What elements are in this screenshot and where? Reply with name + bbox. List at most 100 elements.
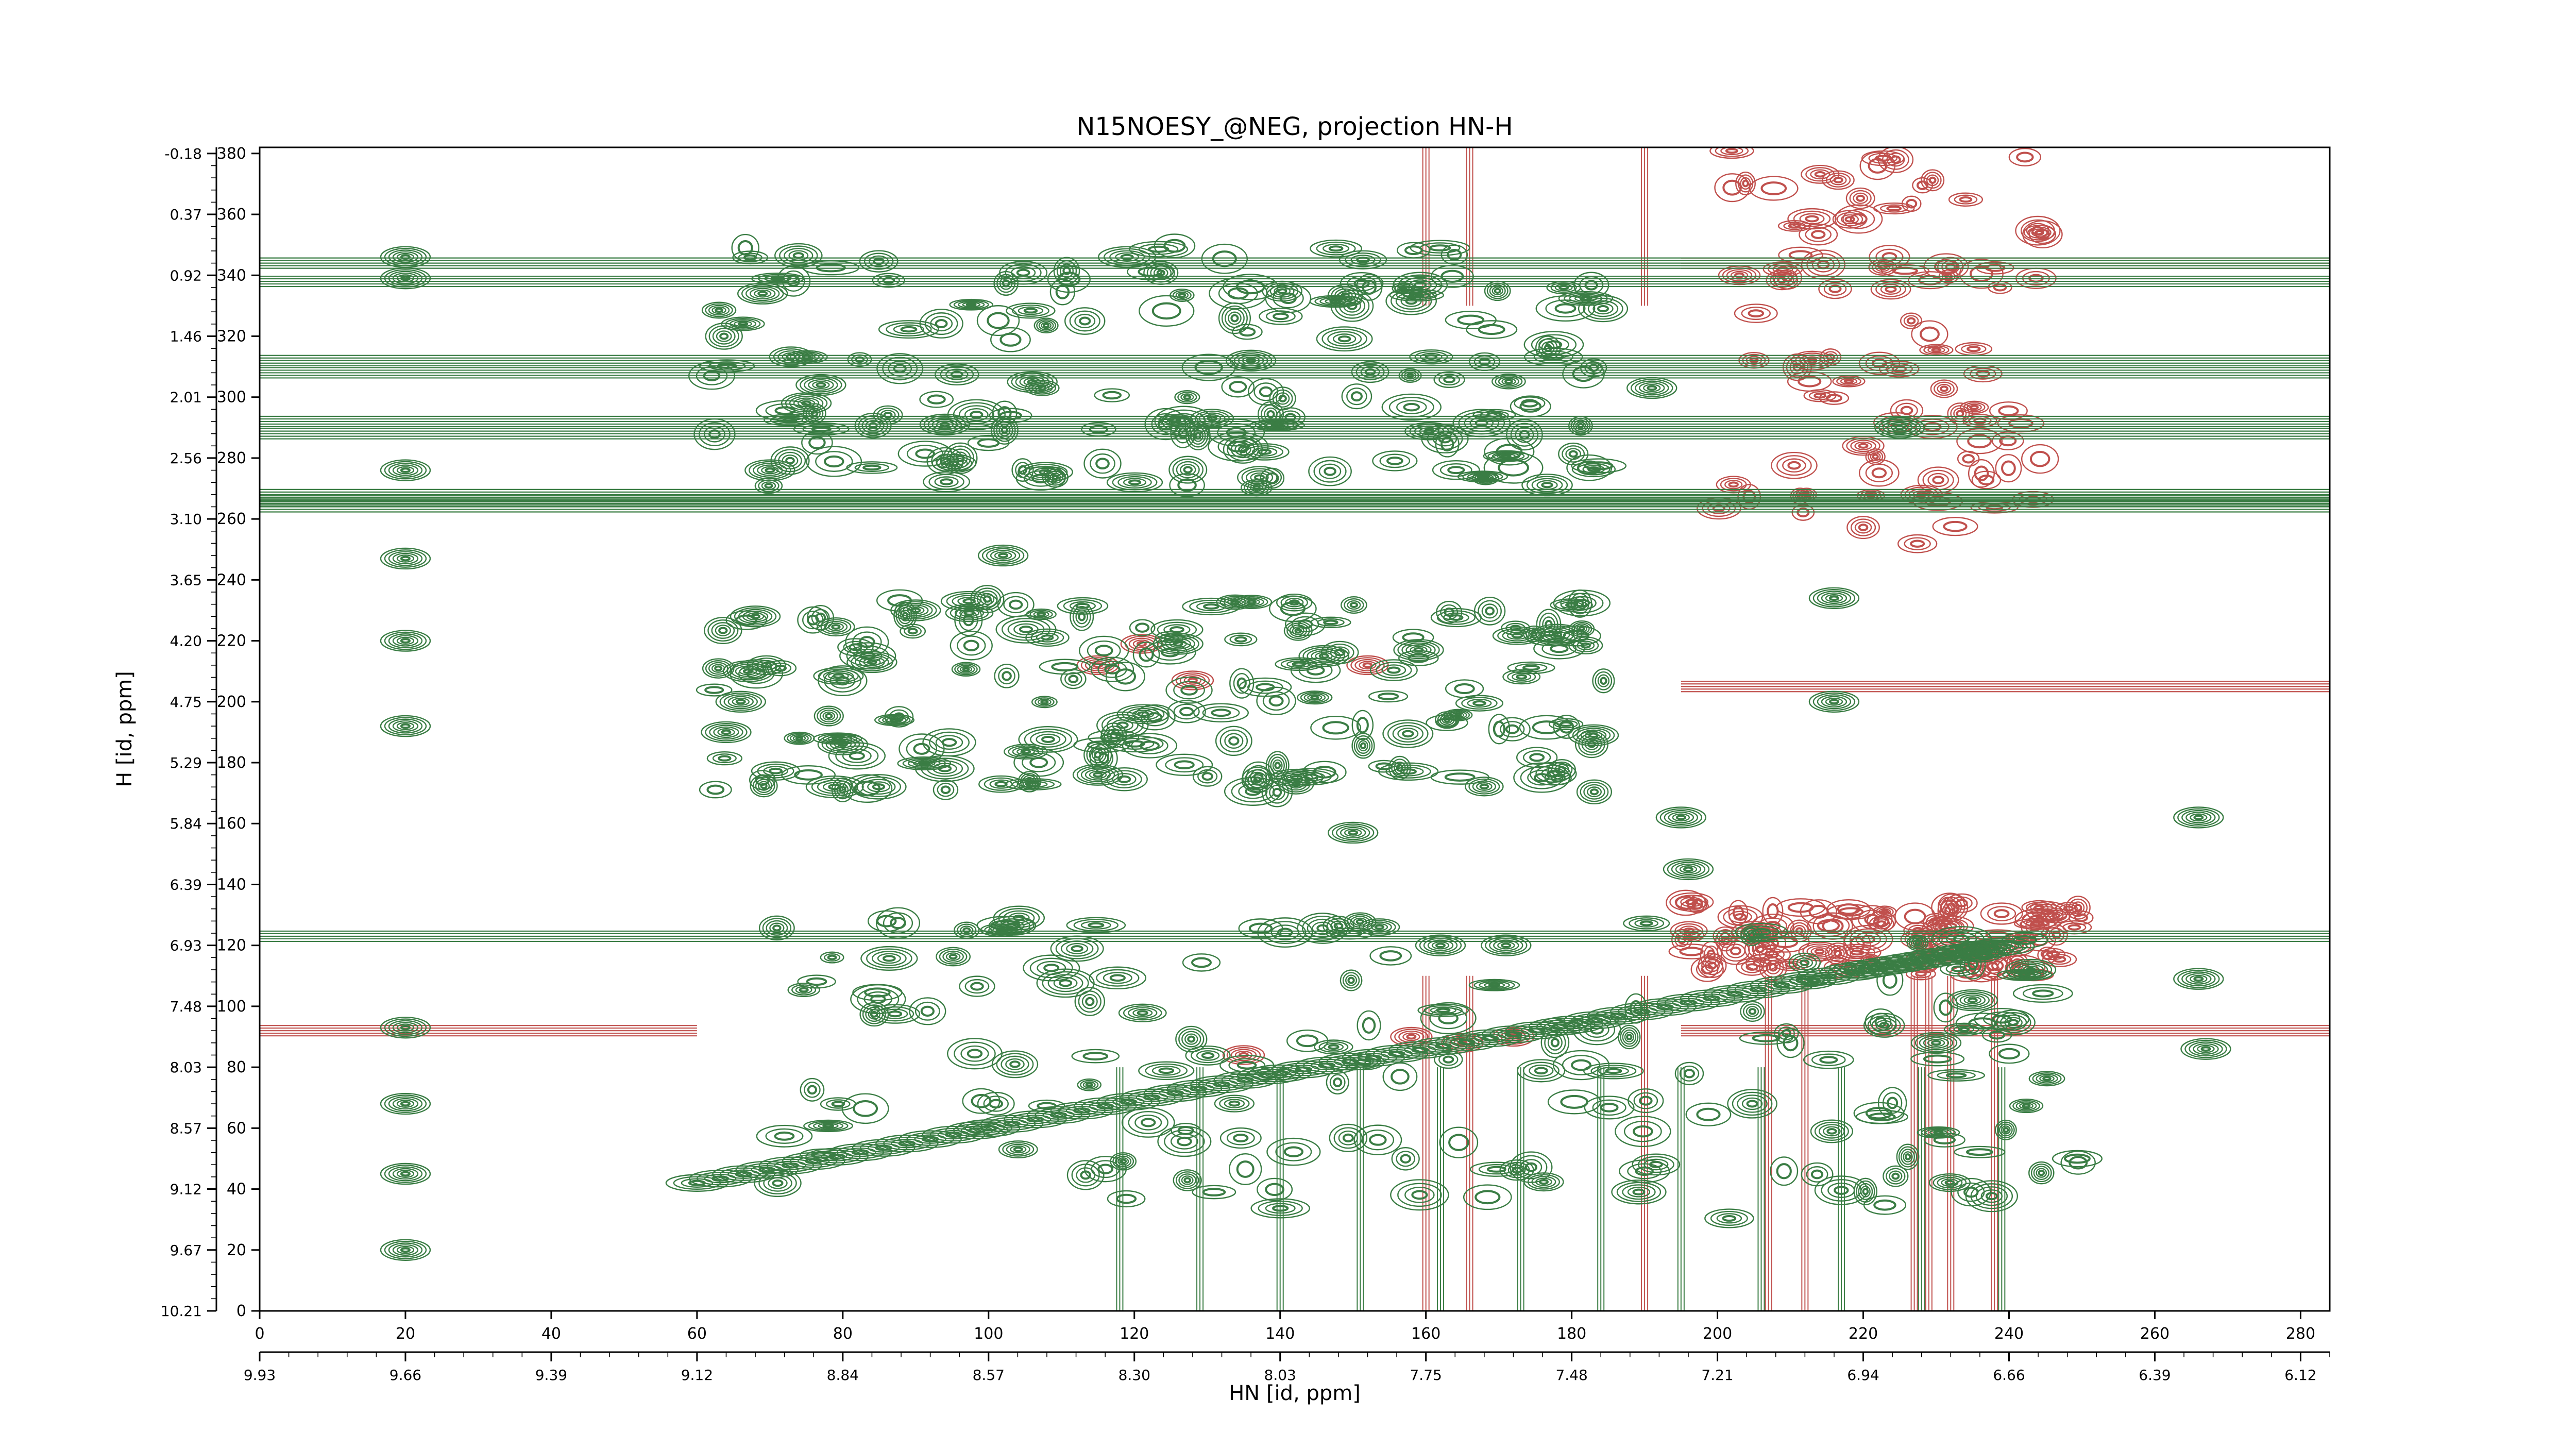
y-index-tick-label: 160	[217, 815, 246, 833]
positive-peak	[884, 706, 914, 728]
positive-peak	[806, 446, 862, 477]
positive-peak	[1393, 272, 1448, 298]
positive-peak	[959, 975, 995, 997]
x-ppm-tick-label: 6.12	[2284, 1367, 2316, 1384]
positive-peak	[2005, 958, 2057, 981]
positive-peak	[1089, 966, 1147, 989]
positive-peak	[701, 301, 737, 319]
positive-peak	[1566, 454, 1613, 481]
positive-peak	[1989, 1043, 2030, 1064]
positive-peak	[1005, 778, 1062, 790]
positive-peak	[990, 327, 1031, 352]
positive-peak	[1165, 677, 1213, 704]
positive-peak	[846, 461, 898, 474]
positive-peak	[1483, 451, 1544, 484]
positive-peak	[935, 363, 979, 385]
negative-peak	[1834, 204, 1883, 234]
y-index-tick-label: 340	[217, 266, 246, 284]
positive-peak	[873, 405, 903, 425]
negative-peak	[1957, 450, 1980, 467]
positive-peak	[1329, 1123, 1368, 1152]
positive-peak	[1398, 368, 1422, 383]
positive-peak	[1435, 431, 1460, 458]
positive-peak	[1863, 1195, 1907, 1215]
positive-peak	[859, 250, 899, 273]
positive-peak	[875, 907, 921, 939]
y-ppm-tick-label: 5.29	[170, 754, 202, 771]
positive-peak	[2028, 1071, 2065, 1087]
positive-peak	[1568, 724, 1619, 747]
positive-peak	[1083, 448, 1122, 479]
positive-peak	[1578, 295, 1629, 323]
positive-peak	[947, 1038, 1003, 1070]
x-ppm-tick-label: 7.48	[1555, 1367, 1587, 1384]
positive-peak	[1072, 764, 1124, 786]
y-ppm-tick-label: 0.37	[170, 206, 202, 223]
positive-peak	[1535, 335, 1561, 361]
x-ppm-tick-label: 9.93	[244, 1367, 276, 1384]
positive-peak	[1341, 383, 1372, 410]
negative-peak	[1912, 177, 1934, 194]
positive-peak	[1181, 353, 1236, 381]
positive-peak	[1382, 719, 1434, 748]
positive-peak	[876, 353, 924, 384]
positive-peak	[1674, 1062, 1704, 1086]
negative-peak	[1845, 187, 1875, 209]
y-ppm-tick-label: 10.21	[161, 1303, 202, 1320]
positive-peak	[1865, 1008, 1897, 1036]
x-ppm-tick-label: 8.57	[973, 1367, 1005, 1384]
positive-peak	[1655, 806, 1707, 829]
positive-peak	[852, 984, 903, 1001]
y-index-tick-label: 220	[217, 632, 246, 650]
y-index-tick-label: 120	[217, 937, 246, 955]
positive-peak	[1192, 766, 1223, 787]
positive-peak	[795, 374, 846, 396]
positive-peak	[1521, 474, 1573, 497]
positive-peak	[1974, 1008, 2030, 1031]
positive-peak	[1007, 370, 1058, 393]
positive-peak	[1382, 1062, 1418, 1091]
positive-peak	[380, 1092, 431, 1115]
positive-peak	[1105, 662, 1145, 692]
positive-peak	[1153, 633, 1204, 655]
negative-peak	[1959, 400, 1989, 414]
positive-peak	[1241, 767, 1274, 794]
positive-peak	[970, 585, 1005, 613]
positive-peak	[758, 915, 795, 941]
positive-peak	[1488, 714, 1511, 745]
positive-peak	[1129, 241, 1189, 258]
positive-peak	[1182, 953, 1221, 972]
positive-band	[260, 367, 2330, 379]
positive-peak	[696, 683, 733, 697]
positive-peak	[1201, 243, 1248, 274]
positive-peak	[1472, 409, 1516, 421]
positive-peak	[1167, 700, 1206, 723]
positive-peak	[962, 1088, 1001, 1114]
positive-peak	[699, 359, 755, 373]
positive-peak	[991, 1050, 1039, 1079]
positive-peak	[1954, 940, 2006, 963]
positive-peak	[2173, 968, 2224, 990]
positive-peak	[1954, 1145, 2006, 1158]
negative-peak	[1736, 958, 1769, 976]
positive-peak	[1039, 659, 1091, 675]
positive-peak	[1583, 1063, 1644, 1080]
positive-peak	[1156, 753, 1213, 776]
negative-peak	[1832, 210, 1868, 229]
positive-peak	[931, 453, 977, 473]
positive-peak	[1455, 695, 1504, 712]
positive-peak	[701, 721, 752, 744]
positive-peak	[803, 1119, 853, 1133]
positive-band	[260, 488, 2330, 500]
positive-peak	[1265, 751, 1290, 780]
positive-peak	[1341, 596, 1367, 614]
y-ppm-tick-label: 1.46	[170, 328, 202, 345]
negative-peak	[1714, 173, 1750, 203]
positive-band	[260, 428, 2330, 440]
chart-title: N15NOESY_@NEG, projection HN-H	[1076, 112, 1513, 141]
positive-peak	[1369, 659, 1418, 681]
negative-peak	[1968, 459, 1995, 488]
positive-peak	[1351, 710, 1374, 740]
x-index-tick-label: 100	[974, 1325, 1003, 1343]
